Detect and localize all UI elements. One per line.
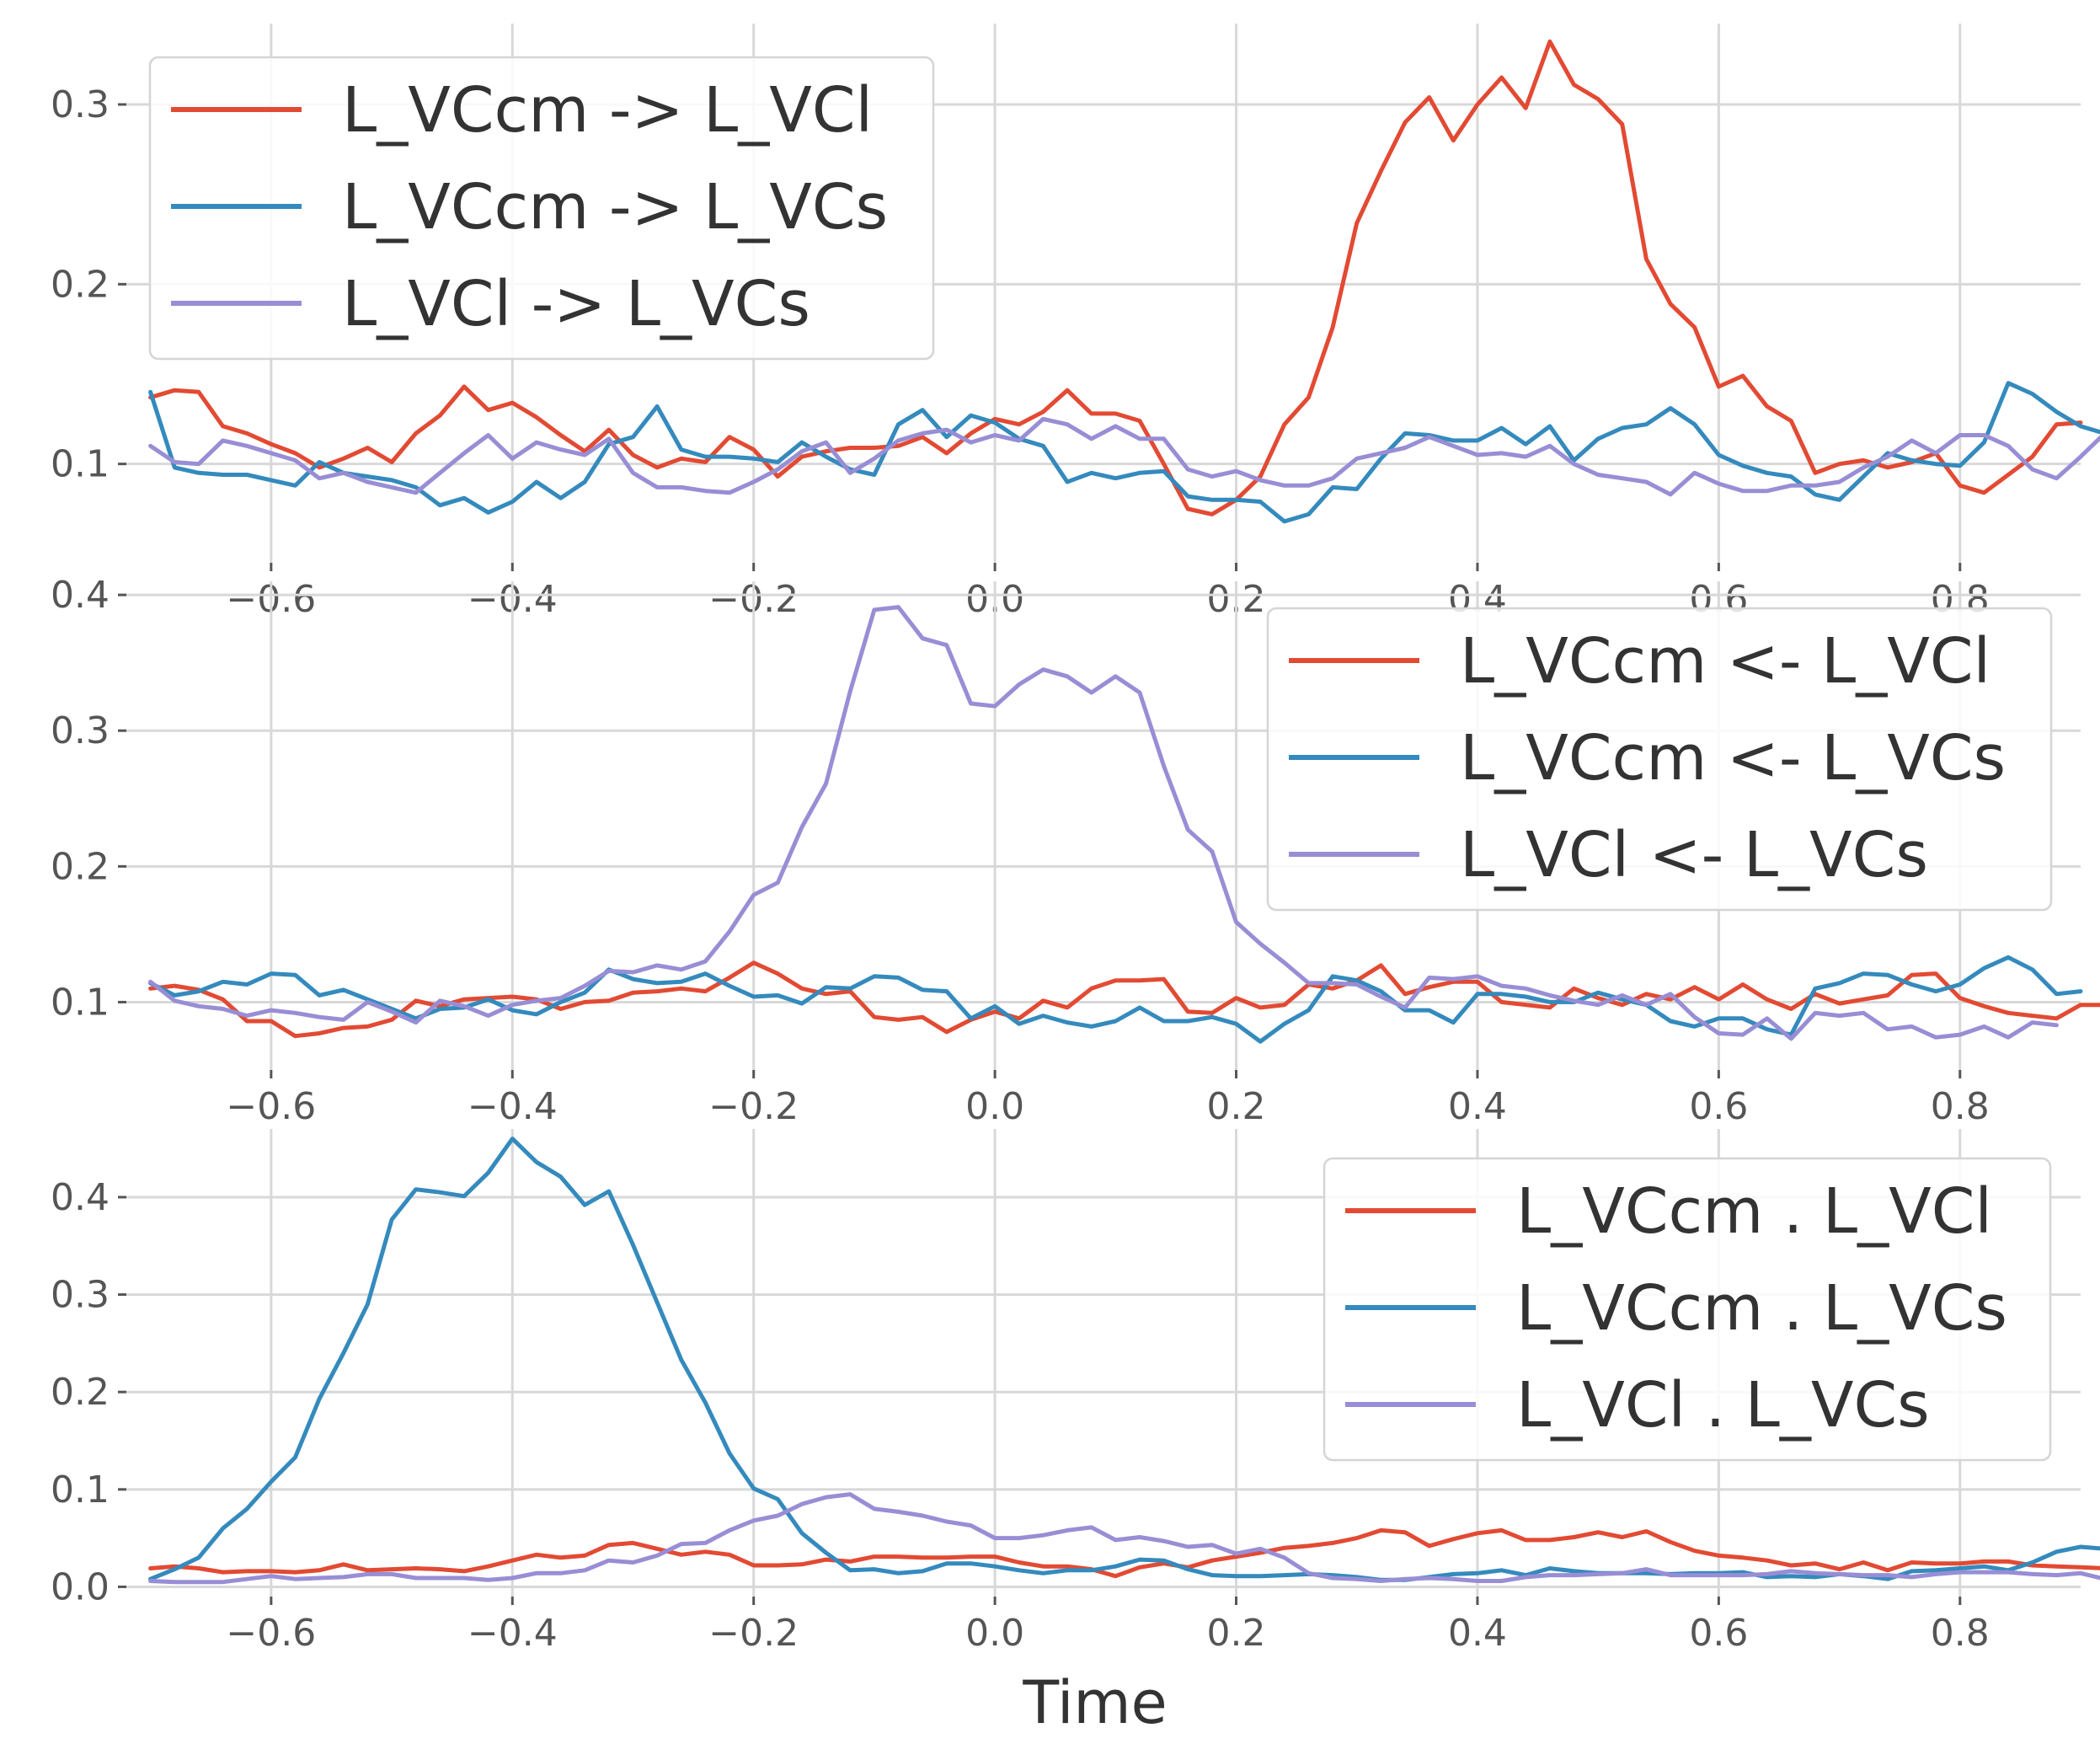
x-tick-label: 0.8 (1931, 1612, 1990, 1655)
y-tick-label: 0.3 (51, 1274, 110, 1317)
legend: L_VCcm . L_VCl L_VCcm . L_VCs L_VCl . L_VC… (1323, 1157, 2052, 1462)
legend-label: L_VCl -> L_VCs (342, 268, 810, 340)
x-tick-label: 0.6 (1689, 1085, 1748, 1128)
y-tick-label: 0.0 (51, 1565, 110, 1608)
x-tick-label: 0.8 (1931, 1085, 1990, 1128)
y-tick-label: 0.4 (51, 574, 110, 617)
y-tick-label: 0.3 (51, 83, 110, 126)
chart-panel-3: −0.6 −0.4 −0.2 0.0 0.2 0.4 0.6 0.8 0.0 0.1 0.2 0.3 0… (51, 1129, 2100, 1737)
legend-label: L_VCl <- L_VCs (1460, 819, 1928, 891)
series-line-3 (148, 1492, 2100, 1585)
y-tick-label: 0.1 (51, 981, 110, 1024)
x-tick-label: 0.0 (965, 1612, 1024, 1655)
series-line-3 (148, 416, 2100, 497)
chart-panel-2: −0.6 −0.4 −0.2 0.0 0.2 0.4 0.6 0.8 0.1 0.2 0.3 0.4 L… (51, 574, 2100, 1128)
legend-label: L_VCcm -> L_VCs (342, 171, 888, 243)
legend-box (1323, 1157, 2052, 1462)
legend-box (148, 56, 935, 361)
x-axis-title: Time (1022, 1668, 1167, 1737)
series-line-1 (148, 1527, 2100, 1579)
x-tick-label: 0.2 (1207, 1612, 1266, 1655)
y-tick-label: 0.1 (51, 1468, 110, 1511)
x-tick-label: −0.6 (226, 1612, 316, 1655)
y-tick-label: 0.2 (51, 1371, 110, 1414)
x-tick-label: 0.2 (1207, 1085, 1266, 1128)
chart-panel-1: −0.6 −0.4 −0.2 0.0 0.2 0.4 0.6 0.80.10.20.3 L_VC… (51, 24, 2100, 621)
legend-label: L_VCcm <- L_VCs (1460, 722, 2006, 794)
legend: L_VCcm <- L_VCl L_VCcm <- L_VCs L_VCl <- L… (1266, 607, 2053, 912)
x-tick-label: −0.2 (708, 1612, 799, 1655)
y-tick-label: 0.2 (51, 845, 110, 888)
series-line-1 (148, 960, 2100, 1039)
legend-label: L_VCcm . L_VCs (1516, 1272, 2007, 1345)
legend: L_VCcm -> L_VCl L_VCcm -> L_VCs L_VCl -> L… (148, 56, 935, 361)
x-tick-label: −0.2 (708, 1085, 799, 1128)
x-tick-label: 0.4 (1448, 1085, 1507, 1128)
y-tick-label: 0.4 (51, 1176, 110, 1219)
legend-box (1266, 607, 2053, 912)
legend-label: L_VCcm . L_VCl (1516, 1175, 1992, 1248)
series-line-3 (148, 605, 2059, 1041)
y-tick-label: 0.1 (51, 443, 110, 486)
series-line-2 (148, 1137, 2100, 1582)
legend-label: L_VCcm -> L_VCl (342, 74, 873, 147)
x-tick-label: −0.4 (468, 1085, 558, 1128)
x-tick-label: −0.6 (226, 1085, 316, 1128)
x-tick-label: 0.4 (1448, 1612, 1507, 1655)
series-line-1 (148, 39, 2083, 516)
series-line-2 (148, 381, 2100, 524)
legend-label: L_VCl . L_VCs (1516, 1369, 1930, 1442)
legend-label: L_VCcm <- L_VCl (1460, 625, 1990, 698)
x-tick-label: 0.6 (1689, 1612, 1748, 1655)
x-tick-label: 0.0 (965, 1085, 1024, 1128)
y-tick-label: 0.3 (51, 709, 110, 752)
x-tick-label: −0.4 (468, 1612, 558, 1655)
y-tick-label: 0.2 (51, 263, 110, 306)
